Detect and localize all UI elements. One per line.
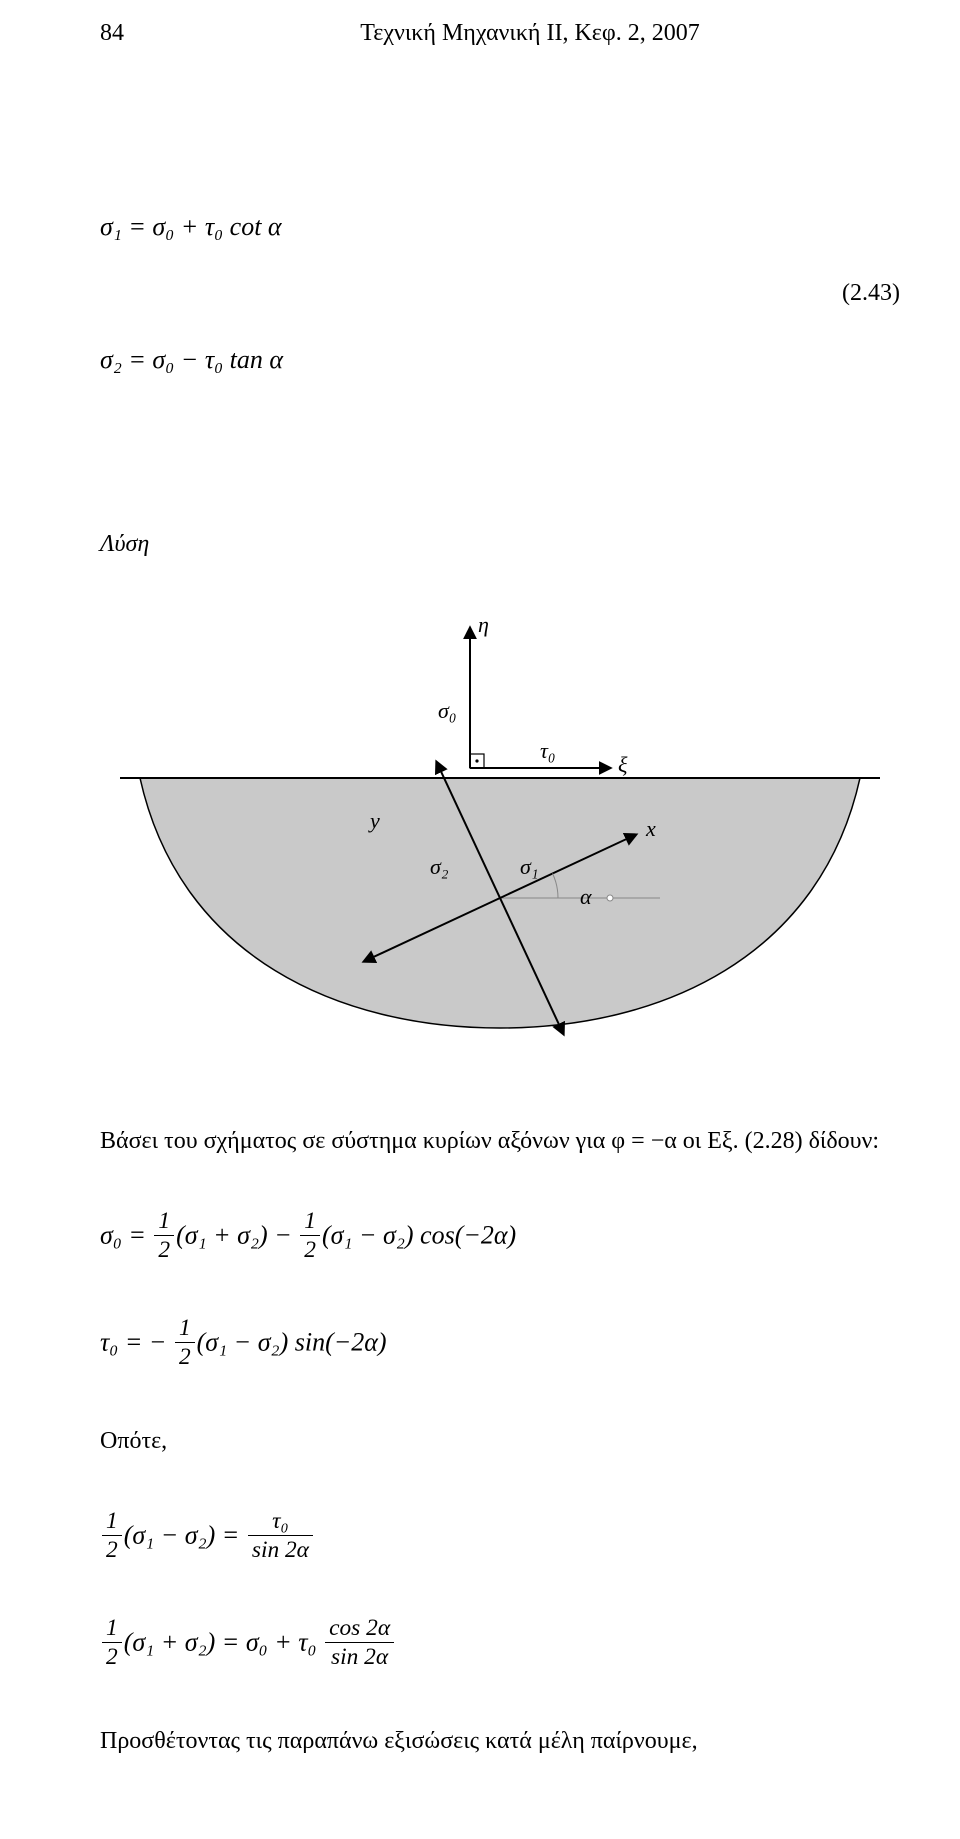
equation-half-sum: 12(σ₁ + σ₂) = σ₀ + τ₀ cos 2αsin 2α	[100, 1616, 900, 1673]
svg-text:σ₂: σ₂	[430, 854, 449, 879]
page: 84 Τεχνική Μηχανική ΙΙ, Κεφ. 2, 2007 σ₁ …	[0, 0, 960, 1839]
svg-text:ξ: ξ	[618, 752, 628, 777]
paragraph-2: Προσθέτοντας τις παραπάνω εξισώσεις κατά…	[100, 1723, 900, 1759]
svg-text:σ₁: σ₁	[520, 854, 539, 879]
eq-half-sum-mid: (σ₁ + σ₂) = σ₀ + τ₀	[124, 1628, 323, 1657]
eq-half-diff-lfrac: 12	[102, 1507, 122, 1564]
svg-text:x: x	[645, 816, 656, 841]
eq-tau0-frac: 12	[175, 1314, 195, 1371]
eq-2-43-line2: σ₂ = σ₀ − τ₀ tan α	[100, 338, 283, 382]
svg-text:α: α	[580, 884, 592, 909]
equation-tau0: τ₀ = − 12(σ₁ − σ₂) sin(−2α)	[100, 1316, 900, 1373]
running-title: Τεχνική Μηχανική ΙΙ, Κεφ. 2, 2007	[160, 20, 900, 47]
svg-text:σ₀: σ₀	[438, 698, 457, 723]
eq-half-sum-lfrac: 12	[102, 1614, 122, 1671]
figure-svg: η ξ σ₀ τ₀ y x σ₁ σ₂ α	[120, 598, 880, 1058]
eq-sigma0-part-b: (σ₁ − σ₂) cos(−2α)	[322, 1220, 516, 1249]
svg-text:τ₀: τ₀	[540, 738, 556, 763]
eq-sigma0-lhs: σ₀ =	[100, 1220, 152, 1249]
running-header: 84 Τεχνική Μηχανική ΙΙ, Κεφ. 2, 2007	[100, 20, 900, 47]
paragraph-1: Βάσει του σχήματος σε σύστημα κυρίων αξό…	[100, 1123, 900, 1159]
equation-half-diff: 12(σ₁ − σ₂) = τ₀sin 2α	[100, 1509, 900, 1566]
solution-label: Λύση	[100, 531, 900, 558]
opote-label: Οπότε,	[100, 1423, 900, 1459]
equation-2-43-number: (2.43)	[842, 280, 900, 307]
equation-2-43: σ₁ = σ₀ + τ₀ cot α σ₂ = σ₀ − τ₀ tan α (2…	[100, 117, 900, 471]
eq-tau0-lhs: τ₀ = −	[100, 1327, 173, 1356]
eq-half-diff-rfrac: τ₀sin 2α	[248, 1507, 313, 1564]
eq-sigma0-frac1: 12	[154, 1207, 174, 1264]
eq-half-sum-rfrac: cos 2αsin 2α	[325, 1614, 394, 1671]
eq-2-43-line1: σ₁ = σ₀ + τ₀ cot α	[100, 205, 283, 249]
equation-2-43-body: σ₁ = σ₀ + τ₀ cot α σ₂ = σ₀ − τ₀ tan α	[100, 117, 283, 471]
page-number: 84	[100, 20, 160, 47]
figure: η ξ σ₀ τ₀ y x σ₁ σ₂ α	[120, 598, 880, 1063]
eq-tau0-rhs: (σ₁ − σ₂) sin(−2α)	[197, 1327, 387, 1356]
equation-sigma0: σ₀ = 12(σ₁ + σ₂) − 12(σ₁ − σ₂) cos(−2α)	[100, 1209, 900, 1266]
svg-text:η: η	[478, 612, 489, 637]
eq-sigma0-frac2: 12	[300, 1207, 320, 1264]
eq-half-diff-mid: (σ₁ − σ₂) =	[124, 1520, 246, 1549]
svg-text:y: y	[368, 808, 380, 833]
eq-sigma0-part-a: (σ₁ + σ₂) −	[176, 1220, 298, 1249]
